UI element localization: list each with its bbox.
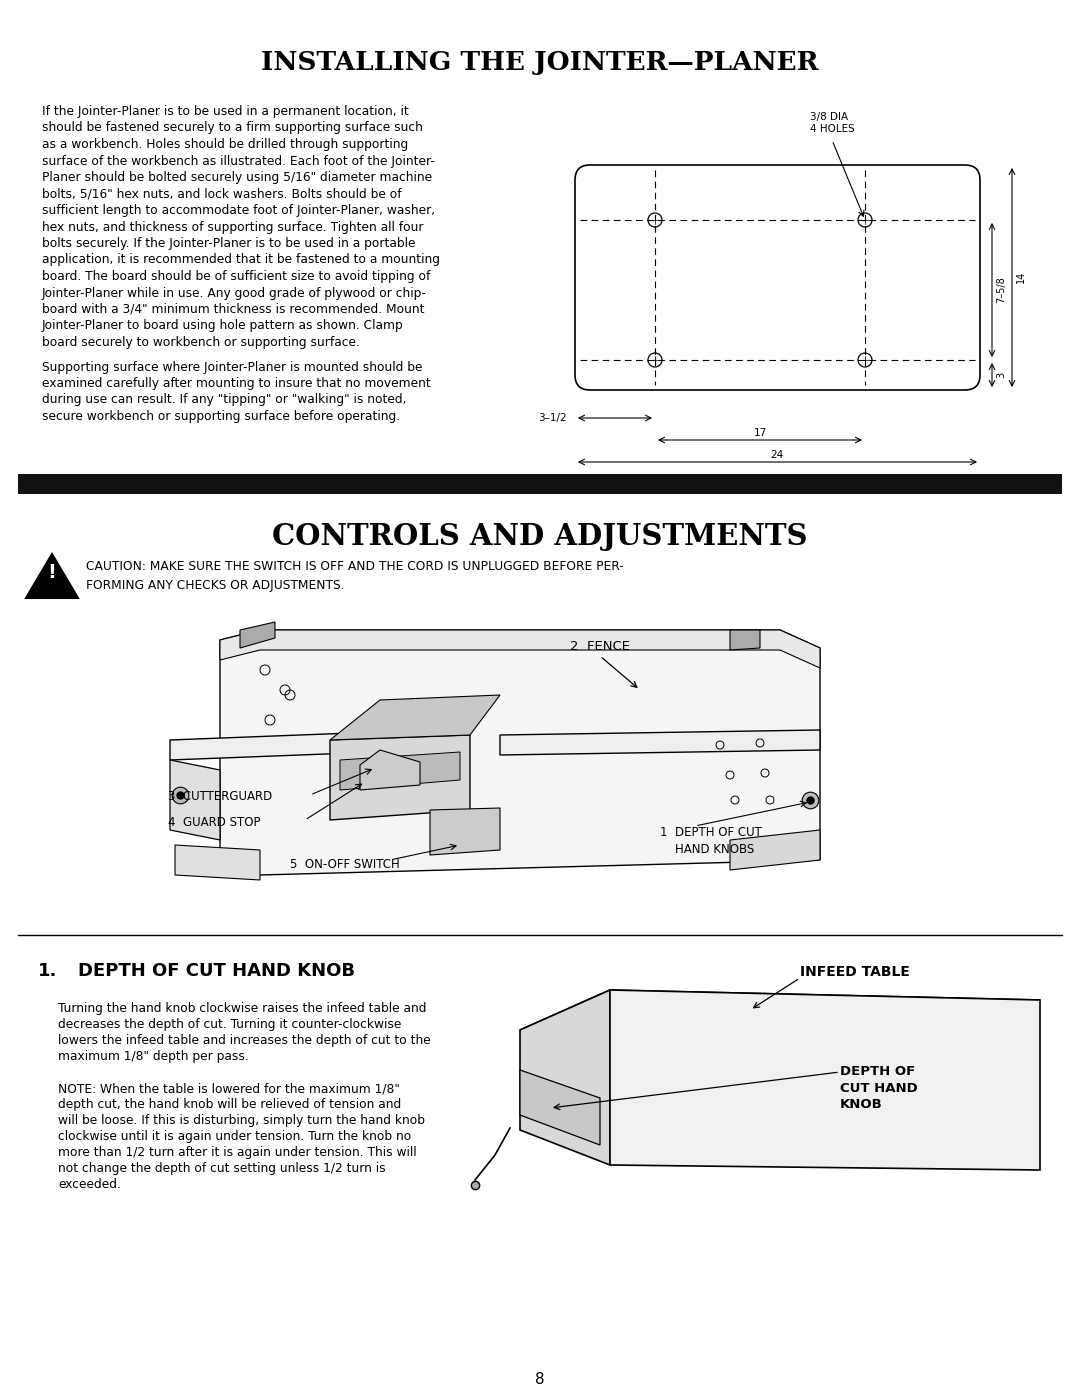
Text: 4  GUARD STOP: 4 GUARD STOP xyxy=(168,816,260,828)
Text: INSTALLING THE JOINTER—PLANER: INSTALLING THE JOINTER—PLANER xyxy=(261,50,819,75)
Text: application, it is recommended that it be fastened to a mounting: application, it is recommended that it b… xyxy=(42,253,440,267)
Bar xyxy=(18,474,1062,495)
Polygon shape xyxy=(175,845,260,880)
Text: surface of the workbench as illustrated. Each foot of the Jointer-: surface of the workbench as illustrated.… xyxy=(42,155,435,168)
Polygon shape xyxy=(730,630,760,650)
Text: 14: 14 xyxy=(1016,271,1026,284)
Text: should be fastened securely to a firm supporting surface such: should be fastened securely to a firm su… xyxy=(42,122,423,134)
Polygon shape xyxy=(170,731,430,760)
Text: 3–1/2: 3–1/2 xyxy=(538,414,567,423)
Text: 3/8 DIA
4 HOLES: 3/8 DIA 4 HOLES xyxy=(810,112,854,134)
Polygon shape xyxy=(340,752,460,789)
Text: decreases the depth of cut. Turning it counter-clockwise: decreases the depth of cut. Turning it c… xyxy=(58,1018,402,1031)
Polygon shape xyxy=(430,807,500,855)
Text: DEPTH OF
CUT HAND
KNOB: DEPTH OF CUT HAND KNOB xyxy=(840,1065,918,1111)
Text: DEPTH OF CUT HAND KNOB: DEPTH OF CUT HAND KNOB xyxy=(78,963,355,981)
Text: 3  CUTTERGUARD: 3 CUTTERGUARD xyxy=(168,789,272,803)
Text: board securely to workbench or supporting surface.: board securely to workbench or supportin… xyxy=(42,337,360,349)
Polygon shape xyxy=(610,990,1040,1171)
Polygon shape xyxy=(240,622,275,648)
Text: CAUTION: MAKE SURE THE SWITCH IS OFF AND THE CORD IS UNPLUGGED BEFORE PER-
FORMI: CAUTION: MAKE SURE THE SWITCH IS OFF AND… xyxy=(86,560,624,592)
Text: If the Jointer-Planer is to be used in a permanent location, it: If the Jointer-Planer is to be used in a… xyxy=(42,105,408,117)
Text: 1.: 1. xyxy=(38,963,57,981)
Polygon shape xyxy=(330,694,500,740)
Polygon shape xyxy=(220,630,820,875)
Polygon shape xyxy=(519,990,610,1165)
Polygon shape xyxy=(730,830,820,870)
Text: Jointer-Planer while in use. Any good grade of plywood or chip-: Jointer-Planer while in use. Any good gr… xyxy=(42,286,427,299)
Polygon shape xyxy=(26,555,78,598)
Polygon shape xyxy=(360,750,420,789)
Text: hex nuts, and thickness of supporting surface. Tighten all four: hex nuts, and thickness of supporting su… xyxy=(42,221,423,233)
Text: 3: 3 xyxy=(996,372,1005,379)
Text: board. The board should be of sufficient size to avoid tipping of: board. The board should be of sufficient… xyxy=(42,270,430,284)
Text: 17: 17 xyxy=(754,427,767,439)
Polygon shape xyxy=(170,760,220,840)
Text: exceeded.: exceeded. xyxy=(58,1178,121,1192)
Text: bolts, 5/16" hex nuts, and lock washers. Bolts should be of: bolts, 5/16" hex nuts, and lock washers.… xyxy=(42,187,402,201)
Text: bolts securely. If the Jointer-Planer is to be used in a portable: bolts securely. If the Jointer-Planer is… xyxy=(42,237,416,250)
Polygon shape xyxy=(500,731,820,754)
Text: depth cut, the hand knob will be relieved of tension and: depth cut, the hand knob will be relieve… xyxy=(58,1098,402,1111)
Text: maximum 1/8" depth per pass.: maximum 1/8" depth per pass. xyxy=(58,1051,248,1063)
Text: will be loose. If this is disturbing, simply turn the hand knob: will be loose. If this is disturbing, si… xyxy=(58,1113,426,1127)
Text: 1  DEPTH OF CUT
    HAND KNOBS: 1 DEPTH OF CUT HAND KNOBS xyxy=(660,826,761,856)
Text: Jointer-Planer to board using hole pattern as shown. Clamp: Jointer-Planer to board using hole patte… xyxy=(42,320,404,332)
Text: lowers the infeed table and increases the depth of cut to the: lowers the infeed table and increases th… xyxy=(58,1034,431,1046)
Text: 8: 8 xyxy=(536,1372,544,1387)
Polygon shape xyxy=(220,630,820,668)
Text: Supporting surface where Jointer-Planer is mounted should be: Supporting surface where Jointer-Planer … xyxy=(42,360,422,373)
Text: examined carefully after mounting to insure that no movement: examined carefully after mounting to ins… xyxy=(42,377,431,390)
Text: clockwise until it is again under tension. Turn the knob no: clockwise until it is again under tensio… xyxy=(58,1130,411,1143)
Text: sufficient length to accommodate foot of Jointer-Planer, washer,: sufficient length to accommodate foot of… xyxy=(42,204,435,217)
Text: board with a 3/4" minimum thickness is recommended. Mount: board with a 3/4" minimum thickness is r… xyxy=(42,303,424,316)
Text: INFEED TABLE: INFEED TABLE xyxy=(800,965,909,979)
Text: Turning the hand knob clockwise raises the infeed table and: Turning the hand knob clockwise raises t… xyxy=(58,1002,427,1016)
Text: 5  ON-OFF SWITCH: 5 ON-OFF SWITCH xyxy=(291,858,400,870)
Text: !: ! xyxy=(48,563,56,581)
Text: CONTROLS AND ADJUSTMENTS: CONTROLS AND ADJUSTMENTS xyxy=(272,522,808,550)
Polygon shape xyxy=(519,1070,600,1146)
Text: 7–5/8: 7–5/8 xyxy=(996,277,1005,303)
Text: during use can result. If any "tipping" or "walking" is noted,: during use can result. If any "tipping" … xyxy=(42,394,406,407)
Text: more than 1/2 turn after it is again under tension. This will: more than 1/2 turn after it is again und… xyxy=(58,1146,417,1160)
Text: NOTE: When the table is lowered for the maximum 1/8": NOTE: When the table is lowered for the … xyxy=(58,1083,400,1095)
Text: 2  FENCE: 2 FENCE xyxy=(570,640,630,652)
Text: not change the depth of cut setting unless 1/2 turn is: not change the depth of cut setting unle… xyxy=(58,1162,386,1175)
Polygon shape xyxy=(519,990,1040,1035)
Text: secure workbench or supporting surface before operating.: secure workbench or supporting surface b… xyxy=(42,409,400,423)
Text: Planer should be bolted securely using 5/16" diameter machine: Planer should be bolted securely using 5… xyxy=(42,170,432,184)
Text: 24: 24 xyxy=(770,450,784,460)
Text: as a workbench. Holes should be drilled through supporting: as a workbench. Holes should be drilled … xyxy=(42,138,408,151)
Polygon shape xyxy=(330,735,470,820)
